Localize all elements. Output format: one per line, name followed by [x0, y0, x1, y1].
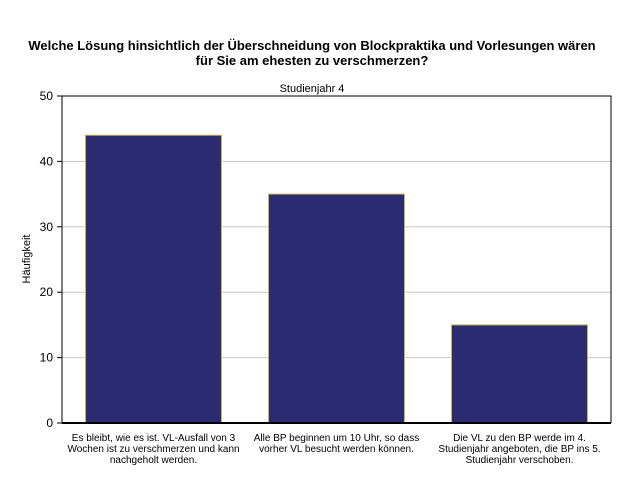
y-tick-label: 10 — [40, 351, 54, 365]
chart-title-line-1: Welche Lösung hinsichtlich der Überschne… — [28, 38, 596, 53]
chart-subtitle: Studienjahr 4 — [280, 83, 345, 95]
y-tick-label: 40 — [40, 154, 54, 168]
axes — [61, 95, 612, 424]
y-tick-label: 50 — [40, 89, 54, 103]
y-tick-label: 20 — [40, 285, 54, 299]
chart-title-line-2: für Sie am ehesten zu verschmerzen? — [195, 53, 429, 68]
category-label-1: Es bleibt, wie es ist. VL-Ausfall von 3 … — [67, 433, 240, 466]
bar-1 — [85, 134, 222, 424]
y-axis-label: Häufigkeit — [21, 235, 33, 284]
y-tick-label: 0 — [46, 416, 53, 430]
bar-3 — [451, 324, 588, 424]
category-label-2: Alle BP beginnen um 10 Uhr, so dass vorh… — [253, 433, 420, 455]
bar-2 — [268, 193, 405, 424]
plot-frame — [62, 95, 612, 423]
y-ticks: 0 10 20 30 40 50 — [40, 89, 62, 430]
bars — [85, 134, 588, 424]
chart-title: Welche Lösung hinsichtlich der Überschne… — [0, 38, 624, 68]
y-tick-label: 30 — [40, 220, 54, 234]
category-label-3: Die VL zu den BP werde im 4. Studienjahr… — [438, 433, 601, 466]
